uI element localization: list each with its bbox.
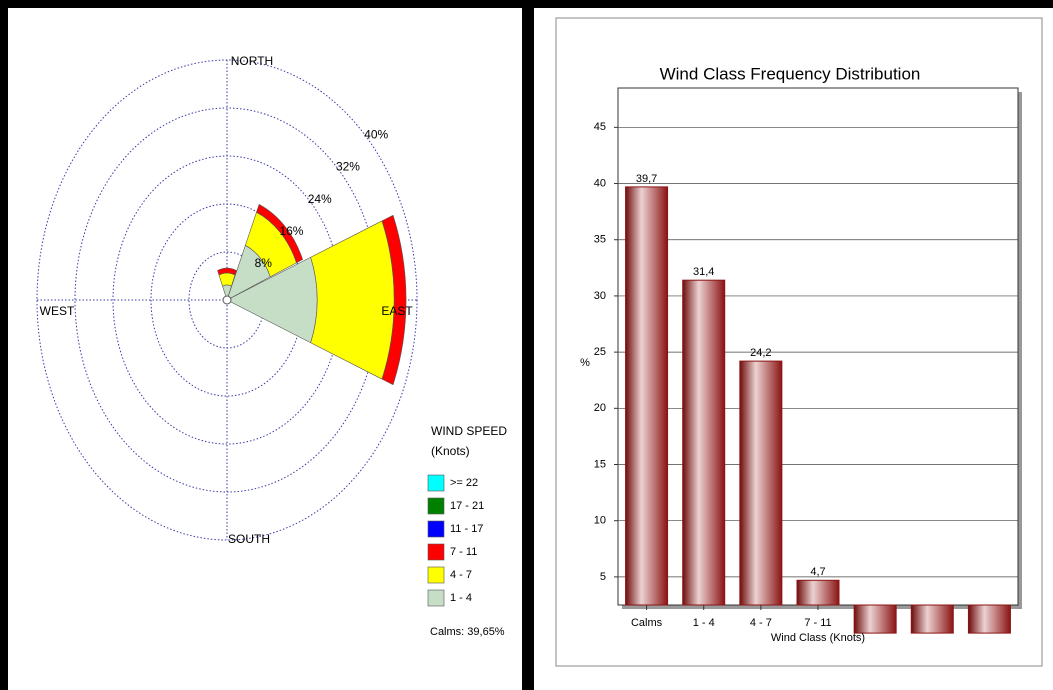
- bar: [739, 360, 783, 606]
- ring: [36, 59, 418, 541]
- value-label: 4,7: [810, 566, 825, 578]
- ring-label: 24%: [308, 192, 332, 206]
- calm-center: [222, 295, 232, 305]
- bar: [910, 604, 954, 634]
- bar: [625, 186, 669, 606]
- compass-label: SOUTH: [228, 532, 270, 546]
- x-tick-label: 7 - 11: [804, 617, 831, 629]
- legend-title: WIND SPEED: [431, 424, 507, 438]
- ring-label: 40%: [364, 128, 388, 142]
- left-border: [0, 0, 8, 690]
- plot-area: [617, 87, 1019, 606]
- compass-label: EAST: [381, 304, 413, 318]
- ring-label: 8%: [255, 256, 273, 270]
- legend-swatch: [427, 474, 445, 492]
- x-axis-label: Wind Class (Knots): [771, 632, 865, 644]
- ring-label: 32%: [336, 160, 360, 174]
- legend-swatch: [427, 543, 445, 561]
- bar: [796, 579, 840, 606]
- y-tick-label: 35: [594, 234, 606, 246]
- value-label: 39,7: [636, 173, 657, 185]
- y-tick-label: 45: [594, 121, 606, 133]
- y-tick-label: 30: [594, 290, 606, 302]
- divider: [522, 0, 534, 690]
- legend-swatch: [427, 566, 445, 584]
- legend-label: >= 22: [450, 477, 478, 489]
- y-tick-label: 25: [594, 346, 606, 358]
- legend-swatch: [427, 520, 445, 538]
- calms-label: Calms: 39,65%: [430, 626, 505, 638]
- legend-swatch: [427, 589, 445, 607]
- value-label: 24,2: [750, 347, 771, 359]
- y-tick-label: 10: [594, 515, 606, 527]
- chart-title: Wind Class Frequency Distribution: [660, 64, 921, 83]
- legend-swatch: [427, 497, 445, 515]
- sector: [381, 214, 407, 386]
- sector: [256, 204, 304, 264]
- legend-label: 17 - 21: [450, 500, 484, 512]
- y-tick-label: 5: [600, 571, 606, 583]
- bar: [853, 604, 897, 634]
- x-tick-label: Calms: [631, 617, 663, 629]
- y-axis-label: %: [580, 357, 590, 369]
- legend-label: 1 - 4: [450, 592, 472, 604]
- ring-label: 16%: [279, 224, 303, 238]
- compass-label: WEST: [40, 304, 75, 318]
- x-tick-label: 4 - 7: [750, 617, 772, 629]
- y-tick-label: 15: [594, 458, 606, 470]
- compass-label: NORTH: [231, 54, 273, 68]
- bar: [967, 604, 1011, 634]
- sector: [217, 267, 237, 276]
- legend-title: (Knots): [431, 444, 470, 458]
- y-tick-label: 20: [594, 402, 606, 414]
- legend-label: 11 - 17: [450, 523, 483, 535]
- legend-label: 4 - 7: [450, 569, 472, 581]
- value-label: 31,4: [693, 266, 714, 278]
- x-tick-label: 1 - 4: [693, 617, 715, 629]
- y-tick-label: 40: [594, 177, 606, 189]
- legend-label: 7 - 11: [450, 546, 477, 558]
- bar: [682, 279, 726, 606]
